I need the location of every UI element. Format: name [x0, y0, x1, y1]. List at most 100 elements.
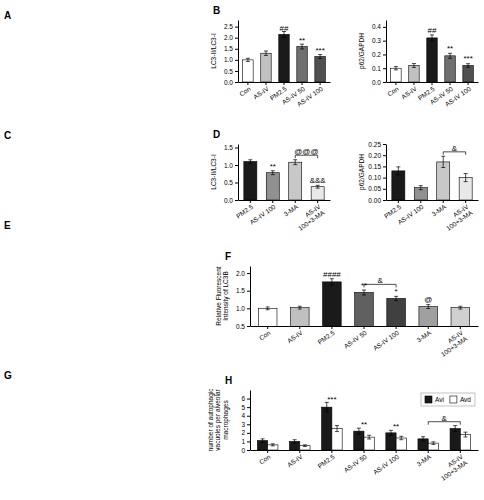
y-tick-mark [383, 155, 386, 156]
plot-area [392, 156, 472, 200]
significance-label: *** [327, 395, 336, 404]
x-tick: 3-MA [415, 326, 432, 344]
x-tick: AS-IV 100 [372, 326, 401, 352]
error-bar [298, 306, 302, 309]
error-bar [394, 296, 398, 300]
y-tick-mark [383, 41, 386, 42]
y-tick-label: 0.3 [372, 37, 381, 44]
x-tick-label-line: PM2.5 [316, 453, 336, 470]
y-tick-mark [383, 200, 386, 201]
y-axis-line [386, 145, 387, 201]
y-axis-line [250, 267, 251, 327]
x-tick-label-line: Con [386, 85, 400, 98]
x-tick-label-line: PM2.5 [316, 329, 336, 346]
y-tick-label: 0.05 [368, 185, 381, 192]
plot-area [243, 32, 326, 82]
bar [409, 65, 419, 82]
x-tick: AS-IV [400, 82, 418, 100]
y-axis-title: LC3-II/LC3-I [210, 33, 217, 69]
x-axis: PM2.5AS-IV 1003-MAAS-IV100+3-MA [383, 200, 479, 232]
y-tick-label: 0.0 [372, 79, 381, 86]
bar [391, 68, 401, 82]
error-bar [458, 306, 462, 309]
y-axis-title-line: Relative Fluorescent [215, 266, 222, 325]
x-tick-mark [331, 450, 332, 453]
x-tick-mark [250, 200, 251, 203]
y-tick-label: 0.0 [224, 197, 233, 204]
y-axis: 0.00.51.01.52.02.5 [224, 21, 239, 86]
y-tick-mark [247, 291, 250, 292]
x-tick: PM2.5 [316, 450, 336, 469]
error-bar [330, 279, 334, 285]
x-tick-label: AS-IV [252, 85, 270, 101]
x-tick-mark [302, 82, 303, 85]
y-tick: 0.1 [372, 65, 386, 72]
y-axis-title-line: p62/GAPDH [358, 154, 366, 190]
x-tick-mark [284, 82, 285, 85]
panel-title: H [225, 375, 232, 386]
y-tick-label: 2.5 [224, 23, 233, 30]
legend-label: Avi [435, 396, 444, 403]
y-tick: 0.5 [224, 179, 238, 186]
y-tick-mark [383, 68, 386, 69]
y-tick-label: 5 [241, 404, 245, 411]
x-tick: AS-IV100+3-MA [441, 200, 474, 232]
significance-label: ** [447, 44, 453, 53]
x-tick-mark [331, 326, 332, 329]
x-tick-label-line: AS-IV 50 [343, 453, 369, 474]
y-axis-line [238, 145, 239, 201]
y-tick-label: 0.5 [224, 68, 233, 75]
x-tick: 3-MA [282, 200, 299, 218]
panel: 0.000.050.100.150.200.25PM2.5AS-IV 1003-… [358, 141, 479, 232]
y-tick-mark [235, 82, 238, 83]
legend-swatch [425, 396, 432, 403]
significance-label: &&& [310, 176, 327, 185]
bar [323, 282, 342, 326]
bar [300, 446, 310, 450]
y-tick: 2 [241, 429, 250, 436]
x-tick-label: AS-IV 100 [372, 329, 401, 352]
x-tick-label-line: Con [258, 453, 272, 466]
x-tick: Con [386, 82, 400, 98]
x-tick: AS-IV [252, 82, 270, 100]
y-tick-label: 0.4 [372, 23, 381, 30]
plot-area [391, 35, 474, 82]
x-tick-label-line: AS-IV 50 [343, 329, 369, 350]
panel-title: F [225, 251, 231, 262]
x-tick: AS-IV [286, 326, 304, 344]
y-tick-label: 2 [241, 429, 245, 436]
error-bar [248, 160, 252, 164]
x-tick-mark [299, 326, 300, 329]
y-tick-label: 0.0 [224, 79, 233, 86]
y-tick-mark [235, 27, 238, 28]
panel: 0.00.51.01.52.02.5ConAS-IVPM2.5AS-IV 50A… [210, 5, 331, 108]
bar [463, 65, 473, 82]
x-tick-label: PM2.5 [316, 453, 336, 470]
y-tick: 2.0 [224, 34, 238, 41]
y-tick-mark [247, 450, 250, 451]
x-tick-mark [432, 82, 433, 85]
y-axis-line [250, 391, 251, 451]
x-tick-label: AS-IV [286, 453, 304, 469]
bar [419, 307, 438, 326]
error-bar [453, 426, 457, 432]
y-axis: 0.00.51.01.5 [224, 144, 239, 204]
significance-label: #### [323, 270, 341, 279]
x-tick-label: AS-IV100+3-MA [435, 453, 468, 482]
y-tick: 2.0 [236, 270, 250, 277]
error-bar [303, 445, 307, 447]
error-bar [463, 432, 467, 437]
x-tick-label-line: AS-IV [252, 85, 270, 101]
y-tick-mark [383, 82, 386, 83]
significance-label: @ [424, 295, 432, 304]
x-tick-label: AS-IV 100 [372, 453, 401, 476]
panel: 0.00.51.01.5PM2.5AS-IV 1003-MAAS-IV100+3… [210, 129, 331, 232]
y-axis-title: Relative FluorescentIntensity of LC3B [215, 266, 230, 325]
y-tick: 0.0 [224, 79, 238, 86]
x-tick: AS-IV 100 [296, 82, 325, 108]
x-tick: Con [238, 82, 252, 98]
y-axis-title-line: LC3-II/LC3-I [210, 154, 217, 190]
y-tick-mark [235, 49, 238, 50]
x-tick-label-line: Con [238, 85, 252, 98]
x-tick-mark [320, 82, 321, 85]
